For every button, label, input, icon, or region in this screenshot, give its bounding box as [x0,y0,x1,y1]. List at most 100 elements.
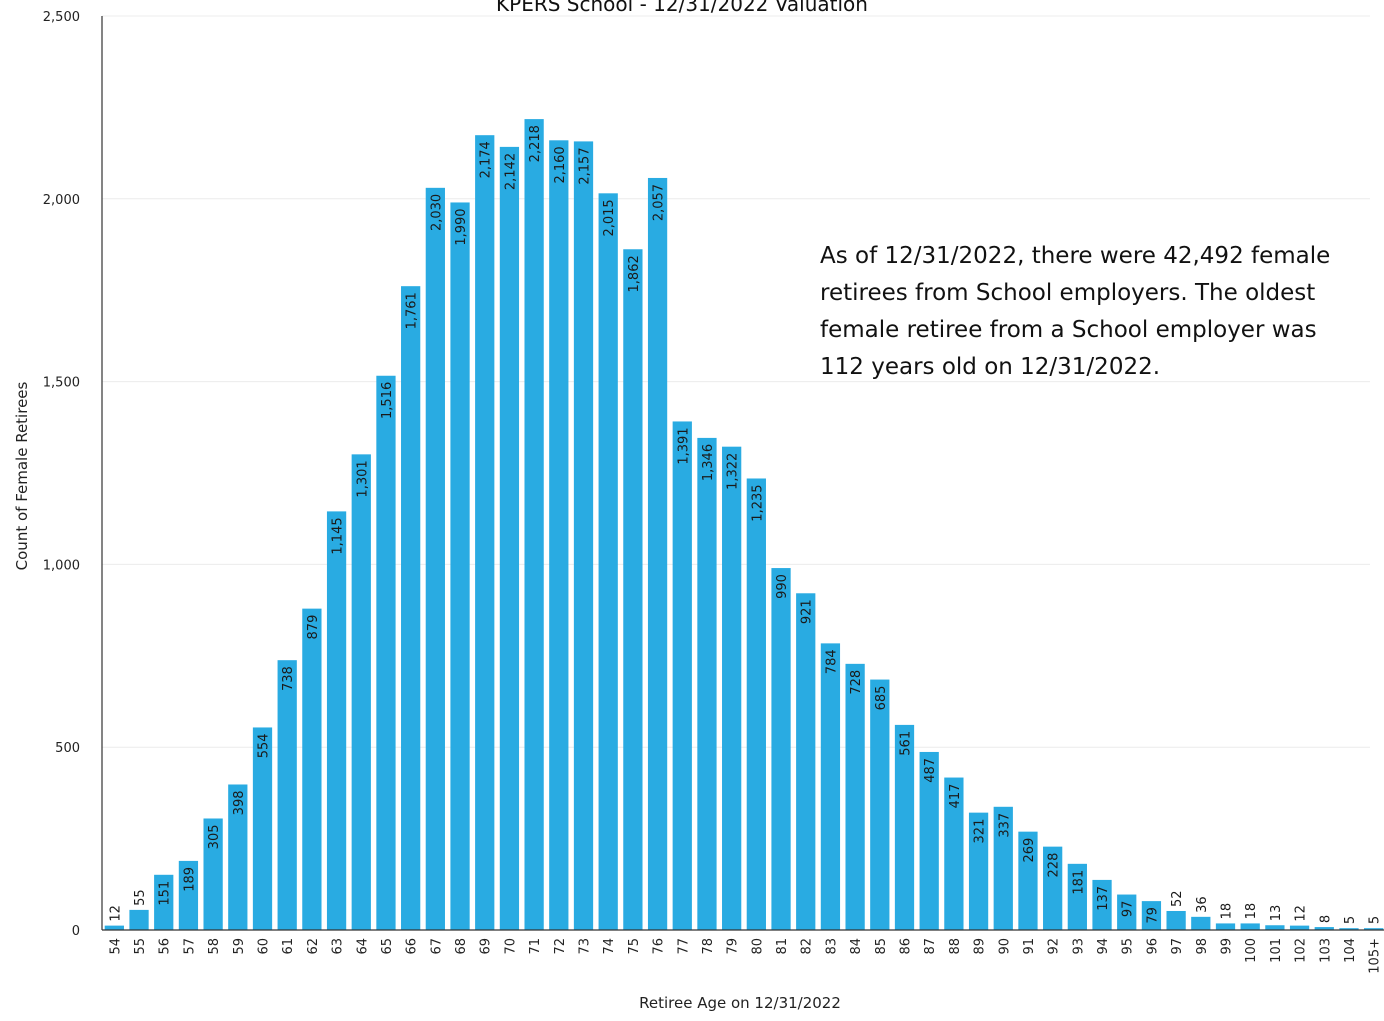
bar-value-label: 784 [824,649,839,674]
x-tick-label: 77 [676,938,691,955]
bar-value-label: 18 [1220,903,1235,920]
bar-value-label: 990 [775,574,790,599]
bar [1117,894,1137,930]
x-tick-label: 97 [1170,938,1185,955]
x-tick-label: 105+ [1368,938,1383,974]
bar [993,806,1013,930]
bar [1314,927,1334,930]
x-tick-label: 59 [232,938,247,955]
bar-value-label: 2,057 [652,184,667,221]
bar-value-label: 728 [849,670,864,695]
x-tick-label: 75 [627,938,642,955]
bar-value-label: 12 [108,905,123,922]
x-tick-label: 85 [874,938,889,955]
bar-value-label: 398 [232,790,247,815]
x-axis-label: Retiree Age on 12/31/2022 [639,994,841,1012]
x-tick-label: 98 [1195,938,1210,955]
bar-value-label: 921 [800,599,815,624]
x-tick-label: 60 [257,938,272,955]
y-tick-label: 500 [55,741,80,756]
bar [401,286,421,930]
x-tick-label: 91 [1022,938,1037,955]
bar-value-label: 12 [1294,905,1309,922]
bar [549,140,569,930]
y-tick-label: 2,500 [43,10,80,25]
x-tick-label: 83 [824,938,839,955]
x-tick-label: 87 [923,938,938,955]
x-tick-label: 93 [1071,938,1086,955]
bar [228,784,248,930]
bar [1215,923,1236,930]
bar [129,909,149,930]
x-tick-label: 84 [849,938,864,955]
bar [1240,923,1260,930]
bar [351,454,371,930]
x-tick-label: 94 [1096,938,1111,955]
bar-value-label: 1,391 [676,427,691,464]
bar-value-label: 1,862 [627,255,642,292]
x-tick-label: 73 [578,938,593,955]
bar [499,146,520,931]
bar-value-label: 2,142 [503,153,518,190]
x-tick-label: 80 [750,938,765,955]
chart-title: KPERS School - 12/31/2022 Valuation [496,0,868,16]
bar [178,860,199,930]
bar [1166,910,1186,930]
x-tick-label: 72 [553,938,568,955]
bar [746,478,766,930]
bar [944,777,964,930]
bar [1043,846,1063,930]
x-tick-label: 66 [405,938,420,955]
x-tick-label: 56 [158,938,173,955]
bar-value-label: 2,157 [578,147,593,184]
bar-value-label: 554 [257,733,272,758]
x-tick-label: 54 [108,938,123,955]
x-tick-label: 88 [948,938,963,955]
bar-value-label: 8 [1318,915,1333,923]
bar [1191,916,1211,930]
bar-value-label: 1,235 [750,484,765,521]
bar [1018,831,1038,930]
bar [302,608,322,930]
x-tick-label: 71 [528,938,543,955]
y-axis-ticks: 0 500 1,000 1,500 2,000 2,500 [43,10,80,939]
bar-value-label: 1,990 [454,208,469,245]
y-tick-label: 0 [72,924,80,939]
bar [919,751,939,930]
bar [1141,901,1162,930]
x-tick-label: 90 [997,938,1012,955]
x-tick-label: 100 [1244,938,1259,963]
bar [524,119,544,931]
bar-value-label: 79 [1145,907,1160,924]
bar-value-label: 305 [207,824,222,849]
bar [845,663,865,930]
bar-value-label: 269 [1022,838,1037,863]
x-tick-label: 63 [331,938,346,955]
x-tick-label: 58 [207,938,222,955]
bar-value-label: 2,218 [528,125,543,162]
x-tick-label: 104 [1343,938,1358,963]
bar-value-label: 2,030 [429,194,444,231]
bar-value-label: 151 [158,881,173,906]
gridlines [102,15,1370,748]
bar [672,421,692,930]
chart-annotation: As of 12/31/2022, there were 42,492 fema… [820,243,1331,380]
bars [104,119,1384,931]
bar [450,202,470,930]
x-tick-label: 61 [281,938,296,955]
bar [894,724,915,930]
bar-value-label: 1,145 [331,517,346,554]
bar [252,727,273,930]
x-tick-label: 96 [1145,938,1160,955]
bar [697,437,717,930]
x-tick-label: 82 [800,938,815,955]
bar-value-label: 2,160 [553,146,568,183]
x-tick-label: 64 [355,938,370,955]
bar-value-label: 337 [997,813,1012,838]
y-tick-label: 1,500 [43,376,80,391]
x-tick-label: 62 [306,938,321,955]
bar-value-label: 1,322 [726,453,741,490]
bar-value-label: 5 [1343,916,1358,924]
bar-value-label: 685 [874,686,889,711]
